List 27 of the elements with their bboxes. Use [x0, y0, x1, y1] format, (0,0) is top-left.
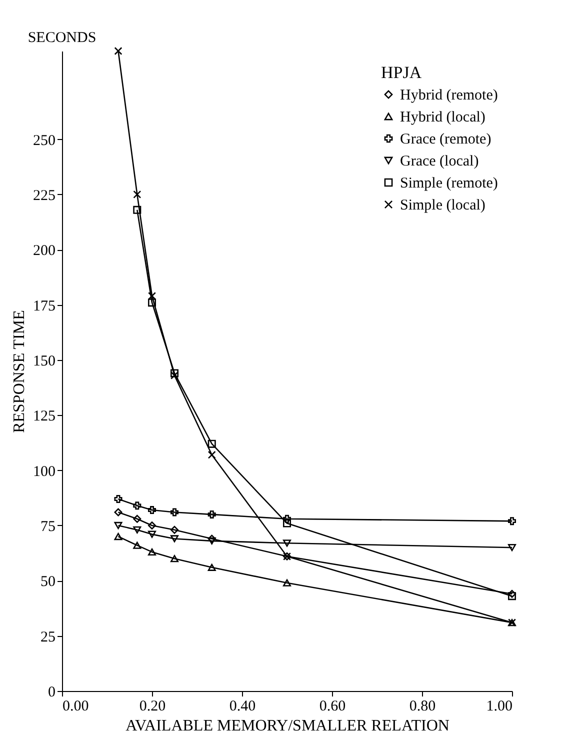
x-tick-label: 0.20 — [139, 698, 166, 714]
x-axis-title: AVAILABLE MEMORY/SMALLER RELATION — [126, 718, 450, 734]
y-tick-label: 150 — [33, 353, 56, 370]
y-tick-label: 125 — [33, 408, 56, 425]
legend-label: Hybrid (local) — [400, 110, 486, 126]
legend-title: HPJA — [381, 63, 422, 82]
x-tick-label: 1.00 — [486, 698, 512, 714]
legend-label: Simple (local) — [400, 198, 486, 214]
y-tick-label: 250 — [33, 132, 56, 149]
x-tick-label: 0.40 — [229, 698, 256, 714]
y-axis-title: RESPONSE TIME — [11, 310, 28, 433]
y-tick-label: 175 — [33, 298, 56, 314]
x-tick-label: 0.00 — [62, 698, 89, 714]
y-tick-label: 100 — [33, 464, 56, 480]
y-tick-label: 200 — [33, 243, 56, 260]
y-tick-label: 75 — [40, 518, 56, 535]
x-tick-label: 0.60 — [319, 698, 346, 714]
x-tick-label: 0.80 — [409, 698, 436, 714]
legend-label: Hybrid (remote) — [400, 88, 498, 104]
text: SECONDS — [28, 30, 96, 46]
legend-label: Simple (remote) — [400, 176, 498, 192]
y-tick-label: 225 — [33, 188, 56, 204]
legend-label: Grace (local) — [400, 154, 479, 170]
y-tick-label: 25 — [40, 629, 56, 646]
y-tick-label: 0 — [48, 684, 56, 700]
legend-label: Grace (remote) — [400, 132, 492, 148]
y-tick-label: 50 — [40, 574, 56, 590]
